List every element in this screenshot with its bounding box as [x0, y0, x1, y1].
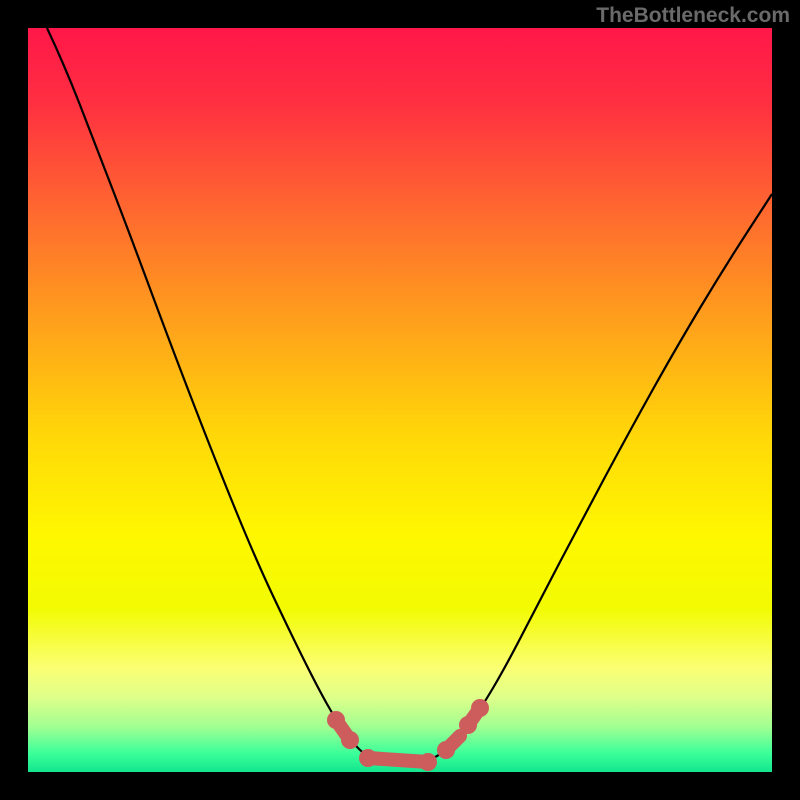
nub-cap	[437, 741, 455, 759]
nub-cap	[359, 749, 377, 767]
watermark-text: TheBottleneck.com	[596, 4, 790, 28]
nub-cap	[459, 716, 477, 734]
chart-svg	[0, 0, 800, 800]
nub-cap	[471, 699, 489, 717]
nub-cap	[341, 731, 359, 749]
chart-canvas: TheBottleneck.com	[0, 0, 800, 800]
nub-segment	[368, 758, 428, 762]
nub-cap	[327, 711, 345, 729]
nub-cap	[419, 753, 437, 771]
gradient-bg	[28, 28, 772, 772]
